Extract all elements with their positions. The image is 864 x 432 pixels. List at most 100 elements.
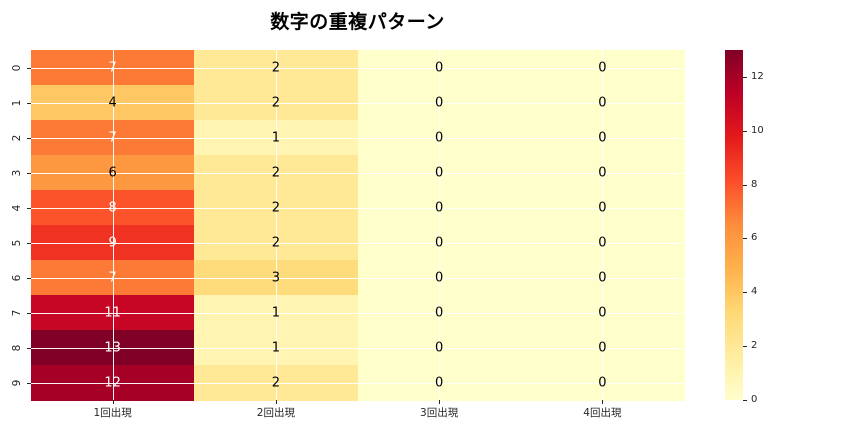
gridline-horizontal	[31, 382, 684, 384]
cell-value: 0	[598, 95, 607, 110]
cell-value: 0	[598, 305, 607, 320]
y-tick-mark	[27, 312, 31, 314]
cell-value: 0	[598, 340, 607, 355]
gridline-horizontal	[31, 277, 684, 279]
gridline-vertical	[275, 50, 277, 400]
y-tick-label: 0	[10, 64, 23, 71]
y-tick-label: 1	[10, 99, 23, 106]
y-tick-label: 5	[10, 239, 23, 246]
cell-value: 9	[108, 235, 117, 250]
gridline-horizontal	[31, 347, 684, 349]
x-tick-label: 1回出現	[93, 407, 132, 419]
colorbar-tick-label: 6	[751, 232, 758, 244]
cell-value: 2	[271, 200, 281, 215]
cell-value: 0	[598, 130, 607, 145]
colorbar-tick-mark	[743, 184, 747, 186]
cell-value: 0	[434, 305, 444, 320]
cell-value: 2	[271, 60, 281, 75]
colorbar-tick-mark	[743, 292, 747, 294]
cell-value: 0	[434, 200, 444, 215]
y-tick-mark	[27, 242, 31, 244]
cell-value: 6	[108, 165, 117, 180]
cell-value: 3	[271, 270, 281, 285]
colorbar-tick-label: 12	[751, 70, 764, 82]
cell-value: 0	[598, 200, 607, 215]
y-tick-mark	[27, 137, 31, 139]
colorbar-tick-label: 2	[751, 340, 758, 352]
cell-value: 0	[598, 60, 607, 75]
cell-value: 1	[271, 305, 281, 320]
cell-value: 4	[108, 95, 117, 110]
y-tick-label: 6	[10, 274, 23, 281]
cell-value: 1	[271, 340, 281, 355]
x-tick-mark	[439, 400, 441, 404]
colorbar-tick-label: 10	[751, 124, 764, 136]
y-tick-label: 9	[10, 379, 23, 386]
gridline-horizontal	[31, 137, 684, 139]
cell-value: 7	[108, 60, 117, 75]
y-tick-label: 4	[10, 204, 23, 211]
cell-value: 2	[271, 95, 281, 110]
gridline-horizontal	[31, 242, 684, 244]
y-tick-mark	[27, 172, 31, 174]
colorbar-tick-mark	[743, 400, 747, 401]
x-tick-label: 2回出現	[256, 407, 295, 419]
gridline-horizontal	[31, 67, 684, 69]
cell-value: 0	[434, 130, 444, 145]
y-tick-label: 7	[10, 309, 23, 316]
colorbar-tick-mark	[743, 238, 747, 240]
cell-value: 8	[108, 200, 117, 215]
colorbar	[725, 50, 743, 400]
cell-value: 0	[434, 235, 444, 250]
gridline-vertical	[439, 50, 441, 400]
x-tick-mark	[602, 400, 604, 404]
colorbar-tick-mark	[743, 346, 747, 348]
colorbar-tick-mark	[743, 76, 747, 78]
cell-value: 0	[598, 270, 607, 285]
gridline-horizontal	[31, 102, 684, 104]
x-tick-mark	[112, 400, 114, 404]
cell-value: 2	[271, 165, 281, 180]
colorbar-tick-mark	[743, 130, 747, 132]
colorbar-tick-label: 8	[751, 178, 758, 190]
x-tick-label: 3回出現	[420, 407, 459, 419]
gridline-horizontal	[31, 207, 684, 209]
cell-value: 0	[434, 340, 444, 355]
chart-title: 数字の重複パターン	[270, 11, 445, 33]
cell-value: 13	[104, 340, 121, 355]
cell-value: 0	[434, 375, 444, 390]
heatmap-plot-area: 7 2 0 0 4 2 0 0 7 1 0 0 6 2 0 0 8 2 0 0 9 2 0 0 7 3 0 0 11 1 0 0 13 1 0 0 12…	[31, 50, 685, 401]
cell-value: 7	[108, 130, 117, 145]
y-tick-mark	[27, 102, 31, 104]
cell-value: 2	[271, 235, 281, 250]
cell-value: 12	[104, 375, 121, 390]
y-tick-mark	[27, 277, 31, 279]
y-tick-mark	[27, 207, 31, 209]
cell-value: 0	[434, 60, 444, 75]
y-tick-label: 3	[10, 169, 23, 176]
cell-value: 11	[104, 305, 121, 320]
cell-value: 0	[598, 375, 607, 390]
gridline-vertical	[112, 50, 114, 400]
x-tick-mark	[275, 400, 277, 404]
cell-value: 0	[434, 165, 444, 180]
colorbar-tick-label: 0	[751, 394, 758, 405]
gridline-horizontal	[31, 172, 684, 174]
y-tick-mark	[27, 382, 31, 384]
cell-value: 1	[271, 130, 281, 145]
cell-value: 0	[434, 95, 444, 110]
y-tick-mark	[27, 347, 31, 349]
y-tick-label: 2	[10, 134, 23, 141]
y-tick-mark	[27, 67, 31, 69]
cell-value: 0	[434, 270, 444, 285]
gridline-horizontal	[31, 312, 684, 314]
cell-value: 2	[271, 375, 281, 390]
cell-value: 0	[598, 165, 607, 180]
y-tick-label: 8	[10, 344, 23, 351]
colorbar-tick-label: 4	[751, 286, 758, 298]
cell-value: 7	[108, 270, 117, 285]
cell-value: 0	[598, 235, 607, 250]
gridline-vertical	[602, 50, 604, 400]
x-tick-label: 4回出現	[583, 407, 622, 419]
